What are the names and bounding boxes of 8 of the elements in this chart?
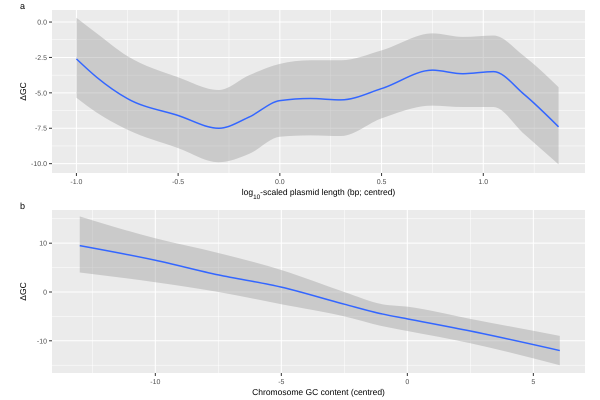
chart-title: b <box>20 201 26 211</box>
y-axis-title: ΔGC <box>18 82 28 101</box>
line-series <box>76 58 560 129</box>
chart-title: a <box>20 1 26 11</box>
y-axis-title: ΔGC <box>18 282 28 301</box>
line-series <box>78 244 561 352</box>
x-axis-title: log$_{10}$-scaled plasmid length (bp; centred) <box>242 187 396 200</box>
x-axis-title: Chromosome GC content (centred) <box>252 387 386 397</box>
